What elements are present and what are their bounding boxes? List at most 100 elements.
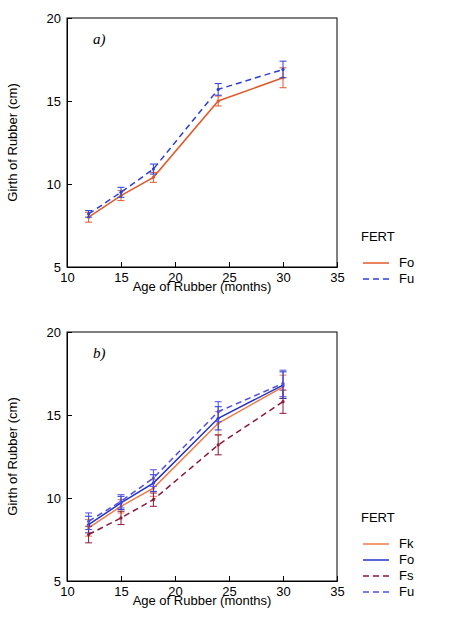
error-cap <box>150 164 157 165</box>
x-tick: 35 <box>330 262 344 285</box>
point <box>119 191 122 194</box>
point <box>152 498 155 501</box>
error-cap <box>150 491 157 492</box>
error-cap <box>215 95 222 96</box>
point <box>87 533 90 536</box>
x-tick-label: 35 <box>330 584 344 599</box>
y-tick-mark <box>67 415 72 416</box>
panel: 1015202530355101520Age of Rubber (months… <box>5 325 414 608</box>
x-tick-label: 10 <box>60 270 74 285</box>
legend-label: Fk <box>399 536 414 551</box>
x-tick: 15 <box>114 262 128 285</box>
point <box>152 167 155 170</box>
x-tick-mark <box>229 576 230 581</box>
plot-area <box>85 61 286 222</box>
y-tick-mark <box>67 498 72 499</box>
legend-swatch <box>363 559 389 561</box>
y-tick-mark <box>67 184 72 185</box>
point <box>152 476 155 479</box>
x-tick-label: 30 <box>276 270 290 285</box>
y-tick-label: 20 <box>47 11 61 26</box>
series <box>85 375 286 536</box>
error-cap <box>280 61 287 62</box>
y-tick: 10 <box>47 177 72 192</box>
error-cap <box>118 524 125 525</box>
x-tick: 30 <box>276 262 290 285</box>
y-tick: 20 <box>47 11 72 26</box>
y-tick-mark <box>67 332 72 333</box>
y-tick: 15 <box>47 408 72 423</box>
y-tick-mark <box>67 267 72 268</box>
series <box>85 68 286 222</box>
y-tick-label: 15 <box>47 94 61 109</box>
panel-label: a) <box>93 31 106 48</box>
error-cap <box>280 370 287 371</box>
series <box>85 370 286 529</box>
x-axis-title: Age of Rubber (months) <box>133 593 272 608</box>
legend-swatch <box>363 543 389 545</box>
error-cap <box>280 77 287 78</box>
y-axis: 5 10 15 20 <box>47 325 72 589</box>
error-cap <box>215 434 222 435</box>
y-tick-label: 5 <box>54 574 61 589</box>
error-cap <box>215 434 222 435</box>
legend-label: Fs <box>399 568 414 583</box>
y-axis: 5 10 15 20 <box>47 11 72 275</box>
x-tick-mark <box>283 576 284 581</box>
panel-label: b) <box>93 345 106 362</box>
error-cap <box>118 197 125 198</box>
error-cap <box>150 174 157 175</box>
x-tick: 30 <box>276 576 290 599</box>
x-tick-label: 30 <box>276 584 290 599</box>
legend-swatch <box>363 262 389 264</box>
legend-label: Fu <box>399 271 414 286</box>
y-axis-line <box>68 333 73 582</box>
x-tick-label: 10 <box>60 584 74 599</box>
point <box>119 516 122 519</box>
error-cap <box>85 542 92 543</box>
y-tick-mark <box>67 581 72 582</box>
error-cap <box>118 507 125 508</box>
error-cap <box>150 486 157 487</box>
x-tick: 35 <box>330 576 344 599</box>
legend: FERTFoFu <box>361 229 414 286</box>
x-tick-mark <box>337 576 338 581</box>
x-tick-mark <box>175 576 176 581</box>
point <box>281 400 284 403</box>
y-tick: 10 <box>47 491 72 506</box>
error-cap <box>118 187 125 188</box>
panel: 1015202530355101520Age of Rubber (months… <box>5 11 414 294</box>
error-cap <box>150 506 157 507</box>
x-tick-label: 35 <box>330 270 344 285</box>
y-tick: 5 <box>54 574 72 589</box>
error-cap <box>215 401 222 402</box>
series <box>85 390 286 543</box>
legend-swatch <box>363 278 389 280</box>
legend-title: FERT <box>361 229 395 244</box>
error-cap <box>215 454 222 455</box>
plot-frame <box>67 18 337 267</box>
error-cap <box>150 182 157 183</box>
series-line <box>89 78 283 217</box>
error-cap <box>85 512 92 513</box>
y-tick: 5 <box>54 260 72 275</box>
point <box>217 410 220 413</box>
y-tick: 20 <box>47 325 72 340</box>
x-tick-mark <box>121 576 122 581</box>
figure: 1015202530355101520Age of Rubber (months… <box>0 0 450 626</box>
x-tick-label: 15 <box>114 584 128 599</box>
error-cap <box>215 83 222 84</box>
legend-label: Fo <box>399 552 414 567</box>
point <box>217 88 220 91</box>
y-tick-mark <box>67 18 72 19</box>
error-cap <box>85 217 92 218</box>
error-cap <box>215 96 222 97</box>
y-axis-line <box>68 19 73 268</box>
error-cap <box>118 509 125 510</box>
plot-frame <box>67 332 337 581</box>
plot-area <box>85 370 286 543</box>
series <box>85 61 286 217</box>
error-cap <box>215 105 222 106</box>
error-cap <box>215 421 222 422</box>
legend: FERTFkFoFsFu <box>361 510 414 599</box>
